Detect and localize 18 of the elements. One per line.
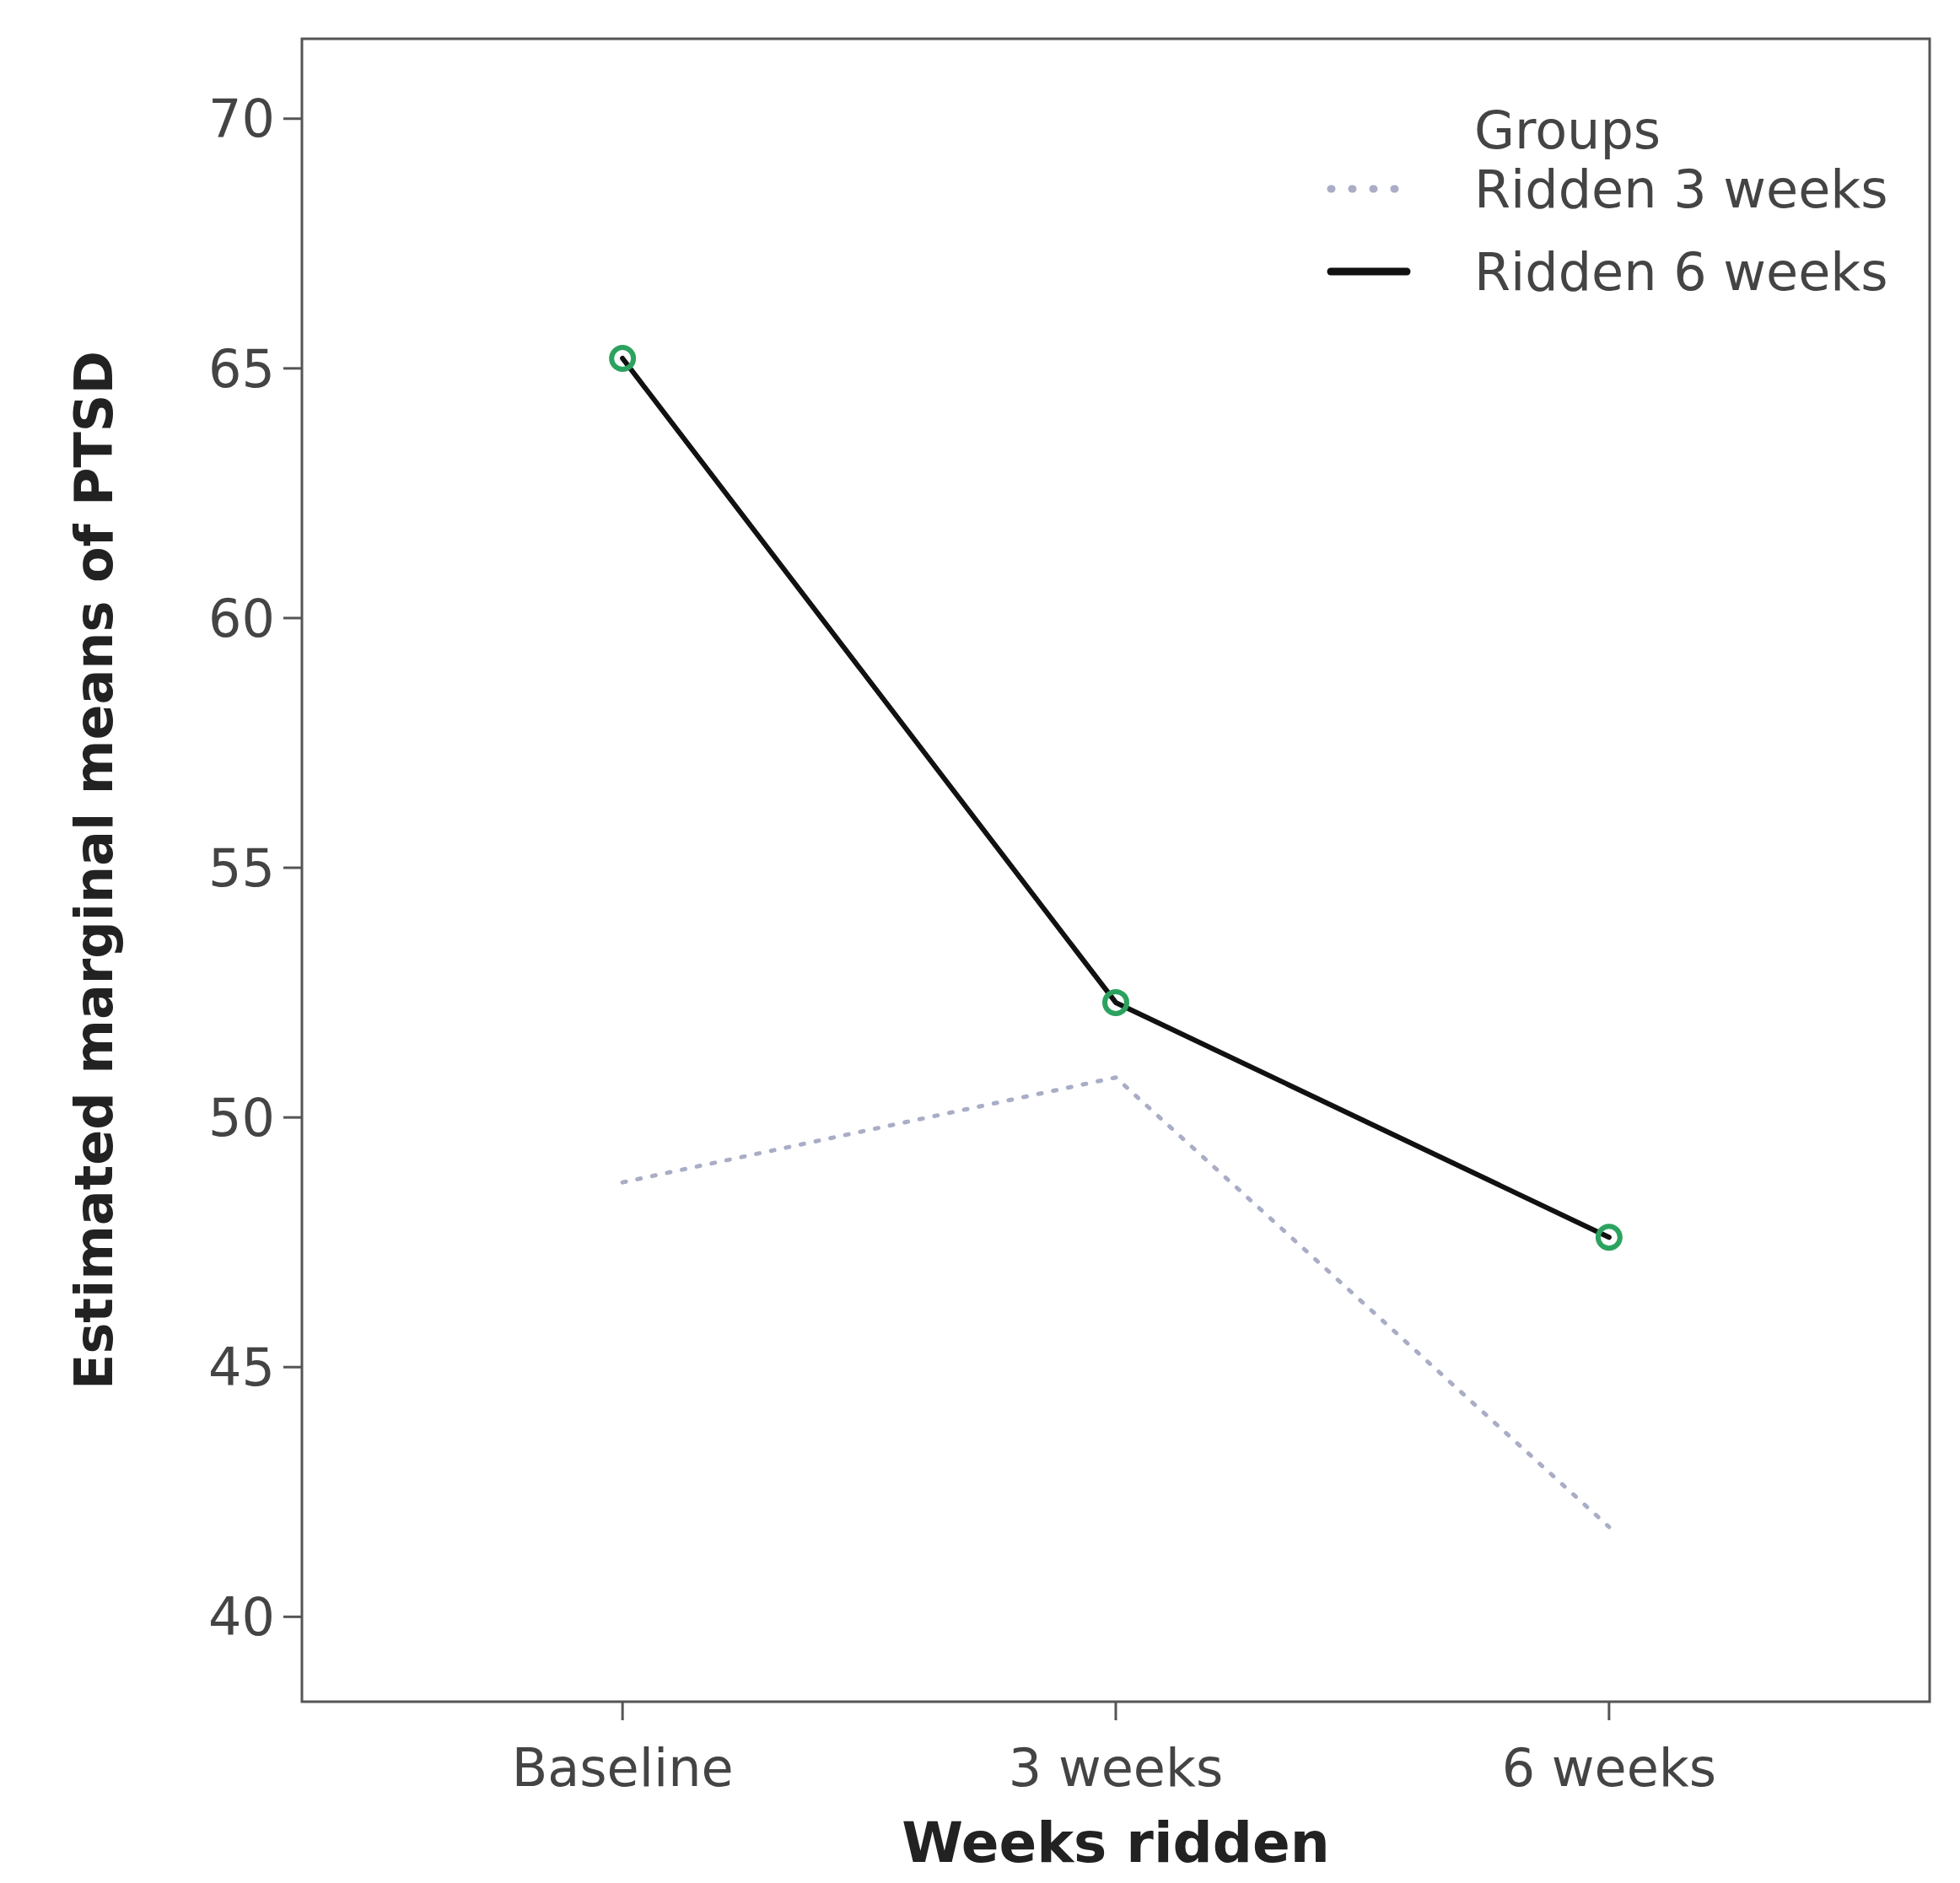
legend-title: Groups [1474, 100, 1661, 161]
y-tick-label: 70 [208, 88, 275, 150]
y-tick-label: 65 [208, 337, 275, 400]
point [1102, 988, 1129, 1016]
y-tick-label: 60 [208, 587, 275, 649]
legend-label: Ridden 3 weeks [1474, 159, 1888, 220]
legend-label: Ridden 6 weeks [1474, 241, 1888, 303]
y-tick-label: 40 [208, 1586, 275, 1649]
x-tick-label: Baseline [511, 1737, 734, 1799]
y-axis-title: Estimated marginal means of PTSD [63, 351, 125, 1390]
y-tick-label: 45 [208, 1336, 275, 1398]
x-axis-title: Weeks ridden [902, 1810, 1330, 1875]
point [609, 345, 637, 372]
point [1595, 1224, 1623, 1251]
x-tick-label: 6 weeks [1501, 1737, 1717, 1799]
x-tick-label: 3 weeks [1008, 1737, 1224, 1799]
y-tick-label: 55 [208, 837, 275, 899]
y-tick-label: 50 [208, 1086, 275, 1149]
